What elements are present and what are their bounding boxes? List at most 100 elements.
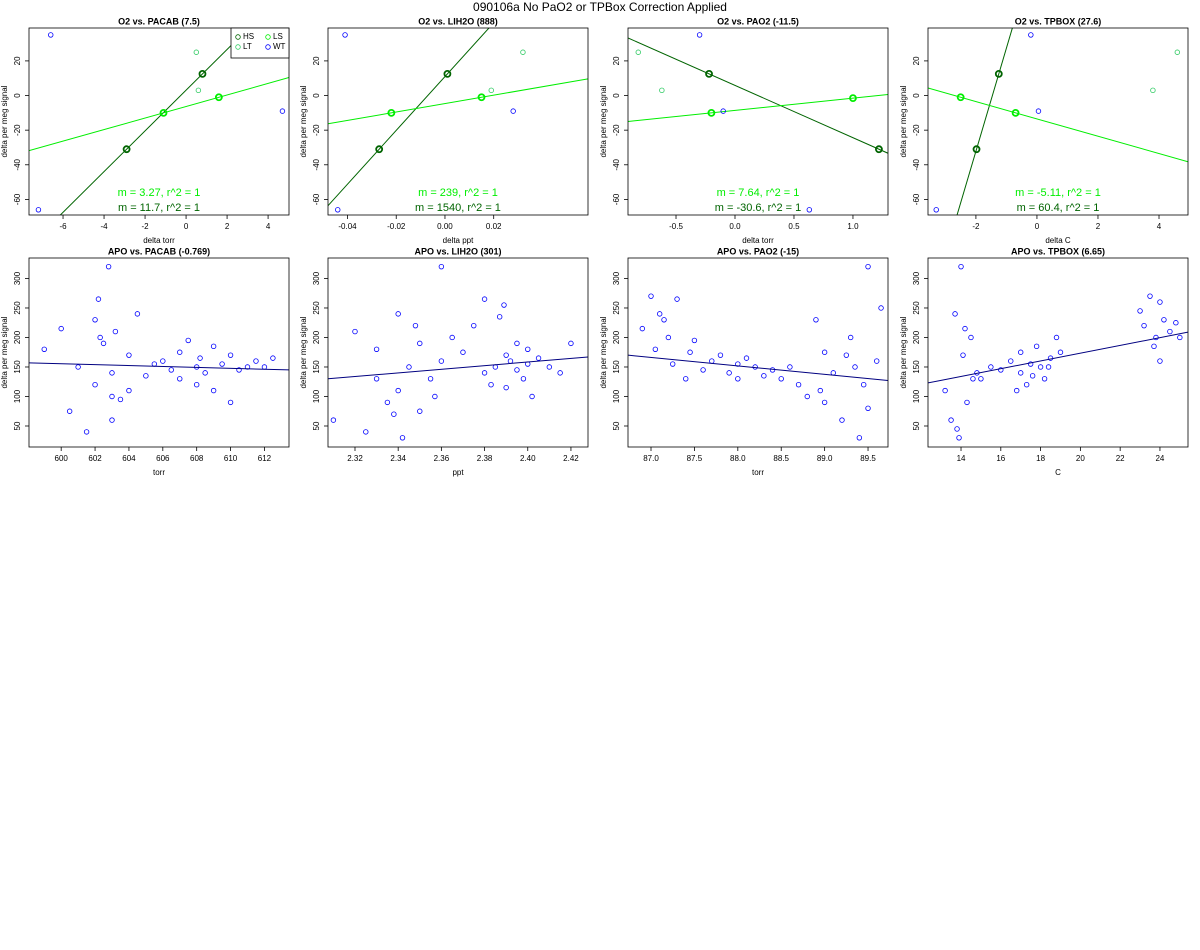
- point: [1029, 373, 1036, 379]
- point: [1018, 370, 1024, 376]
- point: [1057, 349, 1064, 355]
- chart-title: APO vs. PACAB (-0.769): [108, 246, 210, 256]
- point: [395, 387, 401, 394]
- point: [352, 328, 358, 335]
- x-tick-label: 1.0: [847, 222, 859, 231]
- x-tick-label: -2: [141, 222, 149, 231]
- point: [488, 381, 494, 388]
- point: [342, 32, 348, 38]
- x-tick-label: 0.02: [486, 222, 502, 231]
- point: [661, 317, 667, 323]
- x-tick-label: 16: [996, 454, 1005, 463]
- point: [1008, 358, 1014, 364]
- point: [856, 435, 863, 441]
- y-tick-label: 150: [13, 360, 22, 374]
- fit-line: [628, 37, 888, 154]
- point: [525, 346, 531, 352]
- y-tick-label: -40: [612, 158, 621, 170]
- y-tick-label: 0: [912, 93, 921, 98]
- point: [112, 328, 119, 335]
- x-axis-label: delta torr: [742, 236, 774, 245]
- point: [964, 399, 970, 406]
- fit-label: m = 7.64, r^2 = 1: [717, 187, 800, 199]
- point: [1035, 108, 1042, 114]
- point: [952, 311, 958, 317]
- x-tick-label: -2: [972, 222, 980, 231]
- point: [813, 317, 819, 323]
- point: [978, 376, 984, 382]
- point: [709, 358, 715, 364]
- fit-line: [328, 28, 490, 207]
- point: [471, 322, 477, 329]
- point: [66, 408, 73, 414]
- plot-frame: [927, 257, 1189, 448]
- x-tick-label: 0.0: [729, 222, 741, 231]
- y-tick-label: 20: [13, 56, 22, 65]
- point: [460, 349, 466, 355]
- x-tick-label: 20: [1076, 454, 1085, 463]
- plot-frame: [327, 257, 589, 448]
- point: [1150, 87, 1156, 94]
- x-tick-label: 0.5: [788, 222, 800, 231]
- y-tick-label: 50: [612, 421, 621, 430]
- plot: [328, 28, 588, 213]
- point: [92, 381, 98, 388]
- point: [659, 87, 665, 94]
- point: [109, 393, 115, 400]
- fit-label: m = 60.4, r^2 = 1: [1017, 202, 1100, 214]
- point: [806, 207, 813, 213]
- point: [696, 32, 703, 38]
- point: [449, 334, 455, 341]
- point: [395, 311, 401, 317]
- point: [1161, 317, 1167, 323]
- point: [406, 364, 412, 370]
- x-tick-label: 0: [1035, 222, 1040, 231]
- point: [481, 296, 488, 302]
- point: [375, 145, 384, 154]
- point: [1174, 49, 1181, 55]
- y-tick-label: 300: [13, 271, 22, 285]
- x-tick-label: 2.36: [434, 454, 450, 463]
- legend-box: [230, 27, 290, 59]
- point: [839, 417, 845, 423]
- point: [105, 263, 112, 270]
- y-tick-label: 250: [13, 301, 22, 315]
- point: [151, 361, 158, 367]
- point: [656, 311, 663, 317]
- point: [48, 32, 54, 38]
- point: [270, 355, 276, 361]
- point: [75, 364, 81, 370]
- x-axis-label: delta C: [1045, 236, 1071, 245]
- y-tick-label: 100: [312, 389, 321, 403]
- point: [387, 108, 396, 117]
- y-tick-label: -40: [13, 158, 22, 170]
- x-tick-label: -0.04: [338, 222, 357, 231]
- x-tick-label: -0.5: [669, 222, 683, 231]
- legend-marker: [265, 44, 271, 50]
- point: [717, 352, 724, 358]
- point: [197, 355, 203, 361]
- legend-label: LT: [243, 42, 252, 51]
- point: [417, 340, 423, 347]
- point: [683, 376, 689, 382]
- point: [363, 429, 369, 435]
- point: [109, 370, 115, 376]
- point: [988, 364, 994, 370]
- x-tick-label: 2.32: [347, 454, 363, 463]
- point: [962, 325, 968, 332]
- chart-title: O2 vs. LIH2O (888): [418, 16, 498, 26]
- point: [1157, 358, 1163, 364]
- point: [843, 352, 850, 358]
- legend-marker: [235, 34, 241, 40]
- x-tick-label: 2.34: [390, 454, 406, 463]
- point: [529, 393, 535, 400]
- x-axis-label: torr: [153, 468, 165, 477]
- point: [399, 435, 406, 441]
- y-tick-label: -20: [13, 124, 22, 136]
- y-tick-label: 20: [612, 56, 621, 65]
- point: [1018, 349, 1024, 355]
- point: [674, 296, 680, 302]
- y-tick-label: 300: [912, 271, 921, 285]
- y-tick-label: 150: [612, 360, 621, 374]
